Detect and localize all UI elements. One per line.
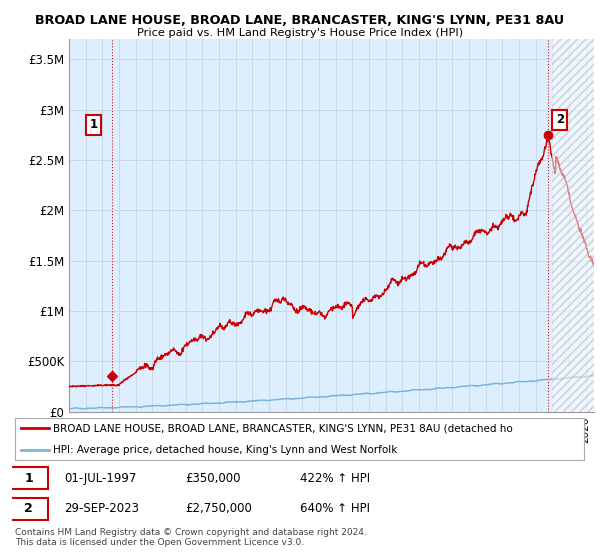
Text: 1: 1 — [25, 472, 33, 485]
FancyBboxPatch shape — [9, 498, 48, 520]
Text: £350,000: £350,000 — [185, 472, 240, 485]
Bar — [553, 39, 594, 412]
Text: 1: 1 — [89, 118, 98, 131]
Text: 640% ↑ HPI: 640% ↑ HPI — [300, 502, 370, 515]
Text: 2: 2 — [25, 502, 33, 515]
FancyBboxPatch shape — [15, 418, 584, 460]
Text: 29-SEP-2023: 29-SEP-2023 — [64, 502, 139, 515]
Text: 01-JUL-1997: 01-JUL-1997 — [64, 472, 136, 485]
Text: Price paid vs. HM Land Registry's House Price Index (HPI): Price paid vs. HM Land Registry's House … — [137, 28, 463, 38]
Text: Contains HM Land Registry data © Crown copyright and database right 2024.
This d: Contains HM Land Registry data © Crown c… — [15, 528, 367, 547]
Text: £2,750,000: £2,750,000 — [185, 502, 251, 515]
Text: BROAD LANE HOUSE, BROAD LANE, BRANCASTER, KING'S LYNN, PE31 8AU (detached ho: BROAD LANE HOUSE, BROAD LANE, BRANCASTER… — [53, 423, 513, 433]
Text: 2: 2 — [556, 113, 564, 126]
Text: HPI: Average price, detached house, King's Lynn and West Norfolk: HPI: Average price, detached house, King… — [53, 445, 398, 455]
FancyBboxPatch shape — [9, 467, 48, 489]
Text: 422% ↑ HPI: 422% ↑ HPI — [300, 472, 370, 485]
Text: BROAD LANE HOUSE, BROAD LANE, BRANCASTER, KING'S LYNN, PE31 8AU: BROAD LANE HOUSE, BROAD LANE, BRANCASTER… — [35, 14, 565, 27]
